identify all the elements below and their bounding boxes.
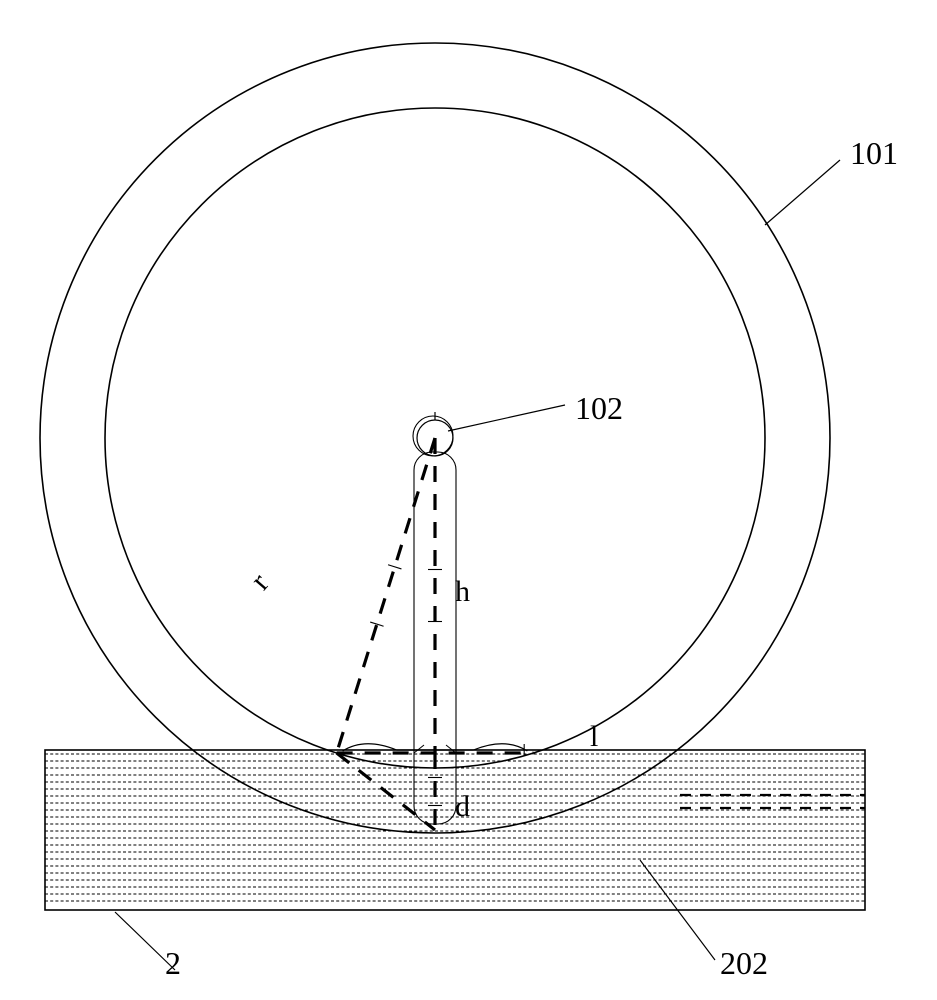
callout-102-label: 102 — [575, 390, 623, 427]
callout-202-label: 202 — [720, 945, 768, 982]
callout-2-label: 2 — [165, 945, 181, 982]
diagram-svg — [0, 0, 937, 1000]
dim-l-label: l — [590, 720, 598, 754]
dim-d-label: d — [455, 790, 470, 824]
dim-h-label: h — [455, 575, 470, 609]
callout-101-label: 101 — [850, 135, 898, 172]
